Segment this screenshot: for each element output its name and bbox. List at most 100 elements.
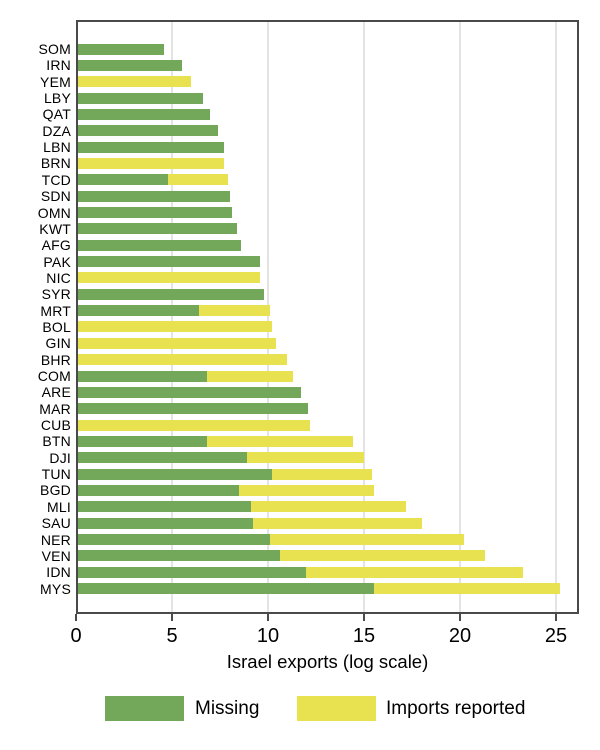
bar-row-lby (78, 92, 203, 104)
bar-segment-imports-reported-sau[interactable] (252, 517, 422, 529)
bar-segment-missing-kwt[interactable] (78, 223, 238, 235)
bar-row-syr (78, 288, 265, 300)
bar-segment-missing-qat[interactable] (78, 108, 211, 120)
bar-row-dza (78, 125, 219, 137)
y-axis-label-gin: GIN (45, 335, 71, 352)
x-axis-tick-5 (171, 614, 173, 621)
x-axis-title: Israel exports (log scale) (226, 651, 429, 672)
legend-swatch-imports-reported (297, 696, 376, 721)
bar-segment-missing-ven[interactable] (78, 550, 280, 562)
bar-segment-imports-reported-mrt[interactable] (198, 305, 270, 317)
bar-segment-missing-tcd[interactable] (78, 174, 169, 186)
bar-segment-missing-som[interactable] (78, 43, 165, 55)
bar-segment-missing-mrt[interactable] (78, 305, 199, 317)
bar-segment-imports-reported-mys[interactable] (373, 583, 560, 595)
bar-segment-missing-dji[interactable] (78, 452, 247, 464)
bar-segment-missing-afg[interactable] (78, 239, 242, 251)
bar-segment-imports-reported-btn[interactable] (206, 435, 353, 447)
legend-label-imports-reported: Imports reported (386, 698, 526, 719)
bar-row-som (78, 43, 165, 55)
gridline-x-15 (363, 22, 365, 612)
bar-row-nic (78, 272, 261, 284)
x-axis-tick-label-0: 0 (70, 625, 82, 647)
bar-segment-missing-pak[interactable] (78, 256, 261, 268)
bar-segment-imports-reported-gin[interactable] (78, 337, 276, 349)
x-axis-tick-0 (75, 614, 77, 621)
bar-row-lbn (78, 141, 224, 153)
bar-segment-missing-omn[interactable] (78, 207, 232, 218)
bar-row-bgd (78, 484, 374, 496)
bar-segment-missing-mys[interactable] (78, 583, 374, 595)
bar-segment-missing-tun[interactable] (78, 468, 272, 480)
legend-swatch-missing (105, 696, 184, 721)
bar-segment-missing-lby[interactable] (78, 92, 203, 104)
bar-segment-missing-lbn[interactable] (78, 141, 224, 153)
gridline-x-25 (555, 22, 557, 612)
bar-segment-imports-reported-brn[interactable] (78, 157, 224, 169)
bar-segment-imports-reported-ven[interactable] (279, 550, 486, 562)
bar-row-com (78, 370, 294, 382)
y-axis-label-qat: QAT (42, 106, 71, 123)
y-axis-label-mar: MAR (39, 400, 71, 417)
bar-segment-missing-dza[interactable] (78, 125, 219, 137)
bar-segment-missing-idn[interactable] (78, 566, 307, 578)
y-axis-label-bol: BOL (42, 318, 71, 335)
bar-segment-missing-com[interactable] (78, 370, 207, 382)
y-axis-label-sdn: SDN (40, 188, 71, 205)
bar-row-brn (78, 157, 224, 169)
y-axis-label-bgd: BGD (40, 482, 71, 499)
bar-row-mar (78, 403, 309, 415)
bar-segment-imports-reported-dji[interactable] (246, 452, 365, 464)
bar-row-ven (78, 550, 486, 562)
bar-row-mli (78, 501, 407, 513)
legend-label-missing: Missing (195, 698, 260, 719)
bar-row-tcd (78, 174, 228, 186)
bar-row-ner (78, 534, 464, 545)
bar-segment-missing-are[interactable] (78, 386, 301, 398)
y-axis-label-ven: VEN (41, 547, 71, 564)
bar-segment-missing-sau[interactable] (78, 517, 253, 529)
bar-segment-imports-reported-yem[interactable] (78, 76, 192, 88)
bar-segment-missing-mli[interactable] (78, 501, 251, 513)
bar-row-idn (78, 566, 524, 578)
bar-segment-imports-reported-bhr[interactable] (78, 354, 288, 366)
y-axis-label-nic: NIC (46, 269, 71, 286)
bar-segment-imports-reported-cub[interactable] (78, 419, 311, 431)
x-axis-tick-20 (459, 614, 461, 621)
y-axis-label-are: ARE (41, 384, 71, 401)
bar-row-dji (78, 452, 365, 464)
y-axis-label-afg: AFG (41, 237, 71, 254)
bar-segment-imports-reported-tun[interactable] (271, 468, 372, 480)
bar-row-sau (78, 517, 422, 529)
bar-row-qat (78, 108, 211, 120)
bar-row-btn (78, 435, 353, 447)
x-axis-tick-label-10: 10 (256, 625, 280, 647)
bar-segment-imports-reported-idn[interactable] (306, 566, 524, 578)
bar-segment-missing-ner[interactable] (78, 534, 270, 545)
bar-segment-imports-reported-tcd[interactable] (168, 174, 228, 186)
bar-segment-imports-reported-com[interactable] (206, 370, 294, 382)
y-axis-label-som: SOM (38, 41, 71, 57)
x-axis-tick-10 (267, 614, 269, 621)
bar-row-are (78, 386, 301, 398)
bar-segment-missing-syr[interactable] (78, 288, 265, 300)
bar-segment-missing-sdn[interactable] (78, 190, 230, 202)
bar-segment-imports-reported-mli[interactable] (250, 501, 407, 513)
y-axis-label-mrt: MRT (40, 302, 71, 319)
y-axis-label-pak: PAK (43, 253, 71, 270)
bar-segment-imports-reported-bgd[interactable] (239, 484, 374, 496)
bar-row-omn (78, 207, 232, 218)
bar-segment-missing-irn[interactable] (78, 59, 182, 71)
legend: Missing Imports reported (0, 696, 600, 721)
bar-segment-missing-mar[interactable] (78, 403, 309, 415)
y-axis-label-yem: YEM (40, 73, 71, 90)
bar-segment-missing-bgd[interactable] (78, 484, 240, 496)
bar-row-bol (78, 321, 272, 333)
bar-segment-missing-btn[interactable] (78, 435, 207, 447)
gridline-x-10 (267, 22, 269, 612)
bar-row-gin (78, 337, 276, 349)
bar-segment-imports-reported-bol[interactable] (78, 321, 272, 333)
bar-segment-imports-reported-nic[interactable] (78, 272, 261, 284)
bar-segment-imports-reported-ner[interactable] (270, 534, 464, 545)
